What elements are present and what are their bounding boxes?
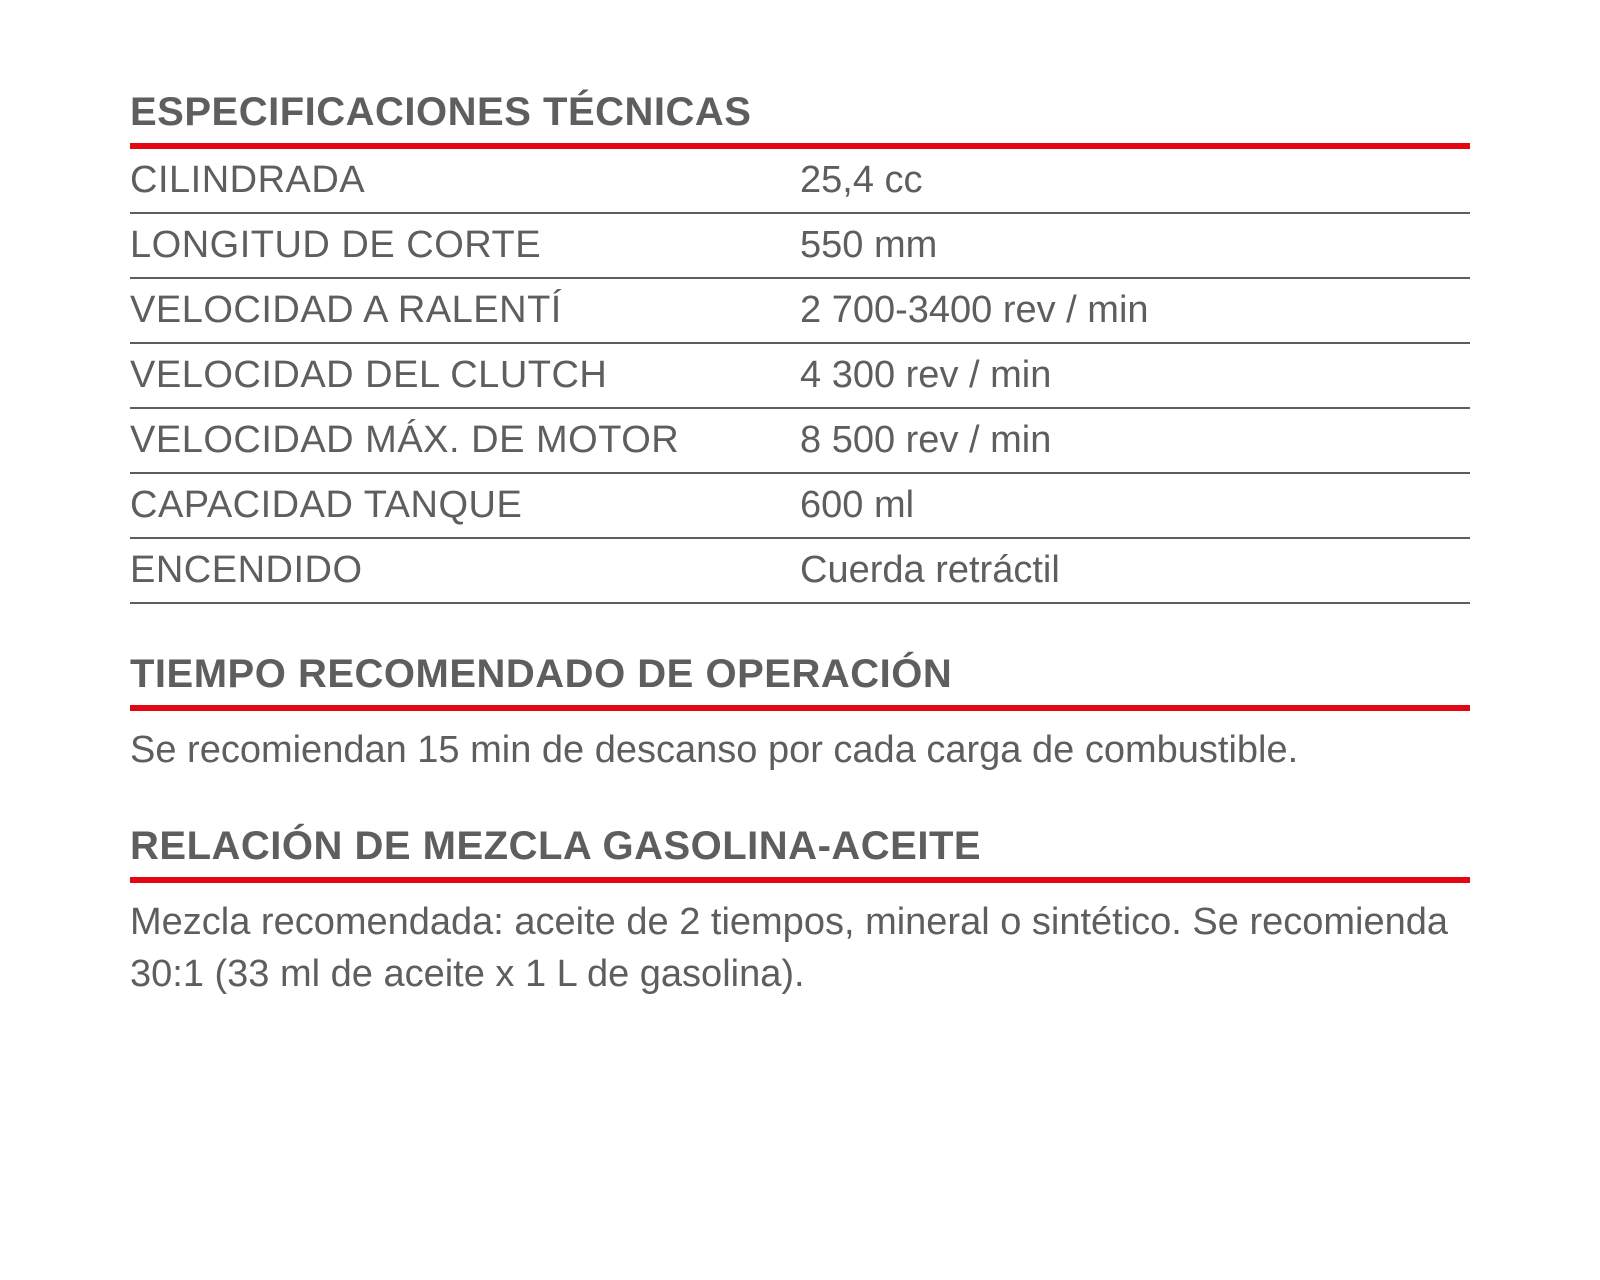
table-row: LONGITUD DE CORTE 550 mm [130,213,1470,278]
mixture-title: RELACIÓN DE MEZCLA GASOLINA-ACEITE [130,824,1470,883]
spec-label: VELOCIDAD A RALENTÍ [130,278,800,343]
spec-label: CILINDRADA [130,149,800,213]
spec-label: VELOCIDAD DEL CLUTCH [130,343,800,408]
specs-section: ESPECIFICACIONES TÉCNICAS CILINDRADA 25,… [130,90,1470,604]
spec-value: Cuerda retráctil [800,538,1470,603]
table-row: ENCENDIDO Cuerda retráctil [130,538,1470,603]
spec-value: 8 500 rev / min [800,408,1470,473]
spec-label: ENCENDIDO [130,538,800,603]
table-row: CILINDRADA 25,4 cc [130,149,1470,213]
mixture-paragraph: Mezcla recomendada: aceite de 2 tiempos,… [130,897,1470,1000]
specs-table: CILINDRADA 25,4 cc LONGITUD DE CORTE 550… [130,149,1470,604]
spec-value: 25,4 cc [800,149,1470,213]
spec-value: 550 mm [800,213,1470,278]
table-row: VELOCIDAD A RALENTÍ 2 700-3400 rev / min [130,278,1470,343]
spec-value: 2 700-3400 rev / min [800,278,1470,343]
operation-time-title: TIEMPO RECOMENDADO DE OPERACIÓN [130,652,1470,711]
spec-value: 4 300 rev / min [800,343,1470,408]
spec-value: 600 ml [800,473,1470,538]
spec-label: LONGITUD DE CORTE [130,213,800,278]
table-row: VELOCIDAD DEL CLUTCH 4 300 rev / min [130,343,1470,408]
operation-time-section: TIEMPO RECOMENDADO DE OPERACIÓN Se recom… [130,652,1470,776]
operation-time-paragraph: Se recomiendan 15 min de descanso por ca… [130,725,1470,776]
table-row: CAPACIDAD TANQUE 600 ml [130,473,1470,538]
table-row: VELOCIDAD MÁX. DE MOTOR 8 500 rev / min [130,408,1470,473]
spec-label: VELOCIDAD MÁX. DE MOTOR [130,408,800,473]
mixture-section: RELACIÓN DE MEZCLA GASOLINA-ACEITE Mezcl… [130,824,1470,1000]
spec-label: CAPACIDAD TANQUE [130,473,800,538]
specs-title: ESPECIFICACIONES TÉCNICAS [130,90,1470,149]
